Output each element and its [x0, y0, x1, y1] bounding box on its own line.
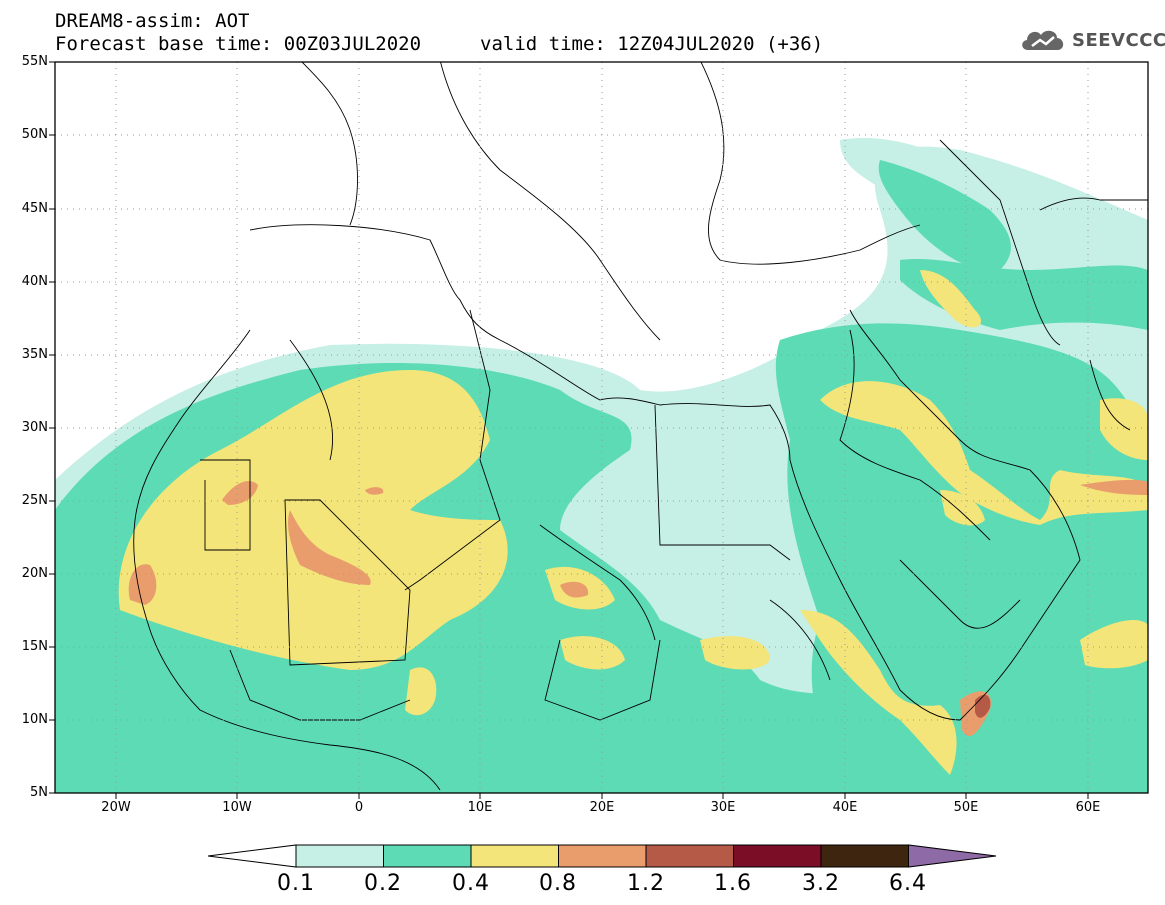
lat-label: 35N — [21, 347, 48, 362]
coastlines — [133, 62, 1148, 791]
lat-label: 45N — [21, 201, 48, 216]
colorbar-box — [470, 844, 559, 868]
legend-label: 0.4 — [452, 871, 490, 896]
colorbar-box — [558, 844, 647, 868]
legend-label: 1.6 — [714, 871, 752, 896]
lon-label: 10W — [222, 800, 252, 815]
colorbar-over-triangle — [908, 844, 997, 868]
lat-label: 40N — [21, 274, 48, 289]
legend-label: 6.4 — [889, 871, 927, 896]
legend-label: 0.2 — [364, 871, 402, 896]
colorbar-box — [645, 844, 734, 868]
lon-label: 50E — [953, 800, 979, 815]
lat-label: 55N — [21, 54, 48, 69]
lon-label: 30E — [710, 800, 736, 815]
legend-label: 0.1 — [277, 871, 315, 896]
colorbar-box — [295, 844, 384, 868]
colorbar-box — [820, 844, 909, 868]
lon-label: 60E — [1075, 800, 1101, 815]
lon-label: 10E — [467, 800, 493, 815]
legend-label: 0.8 — [539, 871, 577, 896]
lon-label: 20E — [589, 800, 615, 815]
lat-label: 20N — [21, 566, 48, 581]
lat-label: 25N — [21, 493, 48, 508]
axis-ticks — [49, 61, 1089, 799]
colorbar-under-triangle — [207, 844, 297, 868]
graticule — [55, 62, 1148, 793]
lon-label: 40E — [832, 800, 858, 815]
forecast-base-time: Forecast base time: 00Z03JUL2020 — [55, 33, 422, 55]
lat-label: 10N — [21, 712, 48, 727]
colorbar-box — [733, 844, 822, 868]
lat-label: 5N — [30, 785, 48, 800]
lat-label: 15N — [21, 639, 48, 654]
aot-field — [55, 62, 1148, 793]
colorbar-box — [383, 844, 472, 868]
logo-text: SEEVCCC — [1072, 29, 1165, 51]
legend-label: 1.2 — [627, 871, 665, 896]
seevccc-logo: SEEVCCC — [1018, 24, 1165, 56]
lon-label: 20W — [101, 800, 131, 815]
lon-label: 0 — [354, 800, 364, 815]
lat-label: 30N — [21, 420, 48, 435]
valid-time: valid time: 12Z04JUL2020 (+36) — [480, 33, 824, 55]
map-title: DREAM8-assim: AOT — [55, 10, 250, 32]
legend-label: 3.2 — [802, 871, 840, 896]
cloud-icon — [1022, 30, 1064, 50]
lat-label: 50N — [21, 127, 48, 142]
